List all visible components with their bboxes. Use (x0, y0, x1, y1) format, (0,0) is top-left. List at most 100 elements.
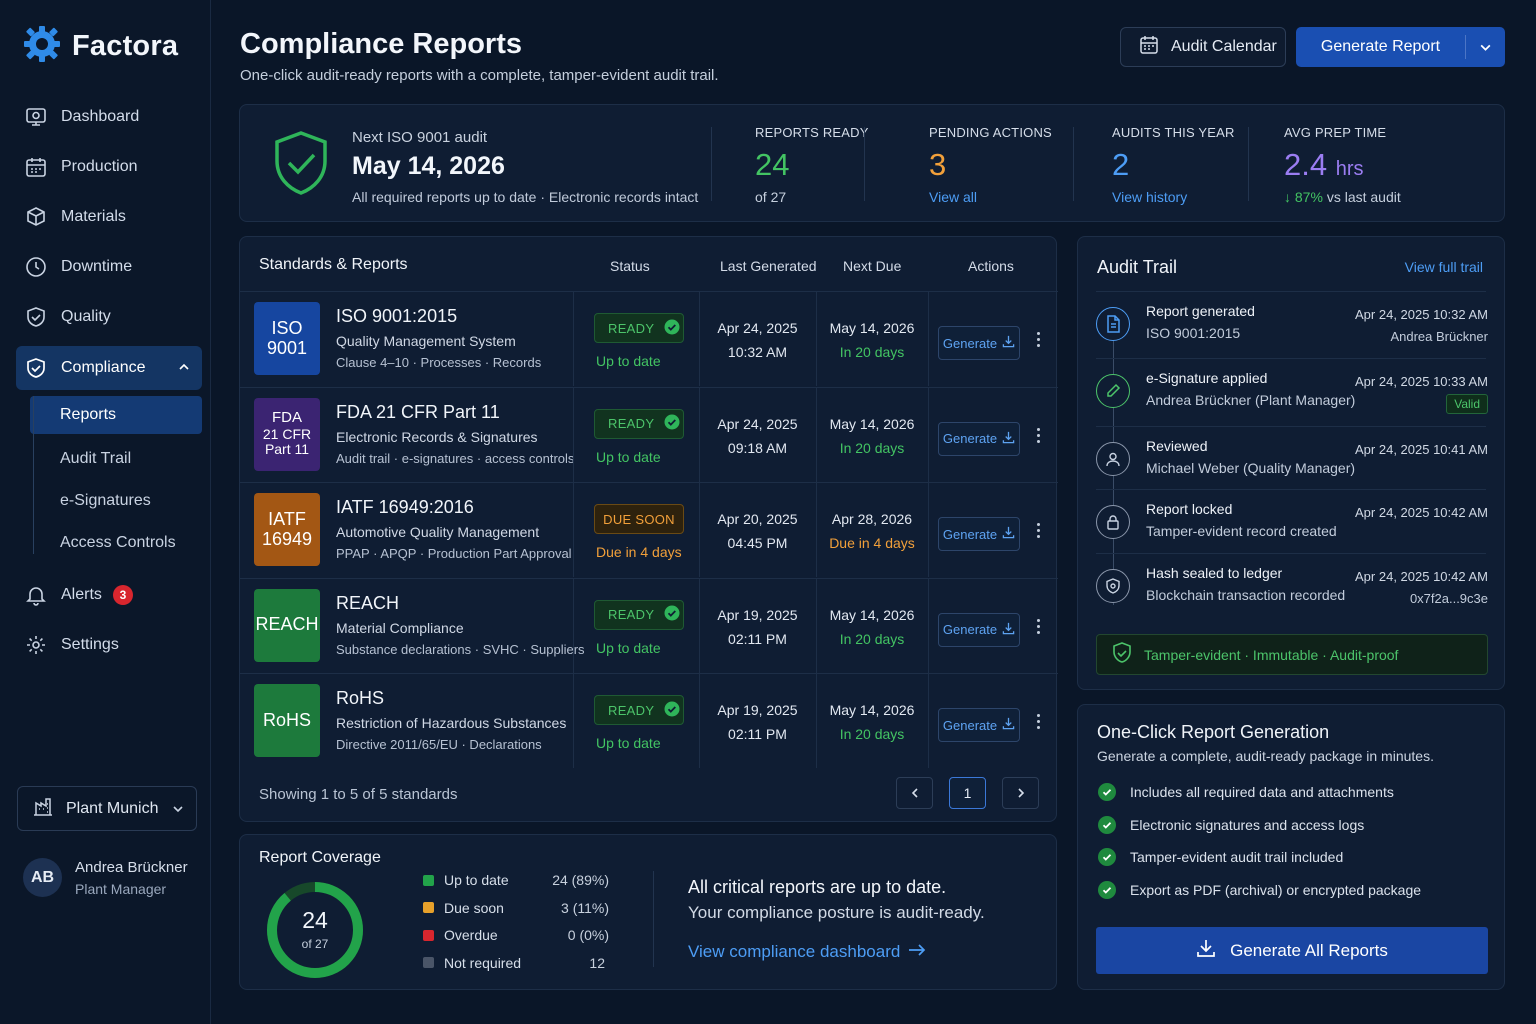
nav-label: Dashboard (61, 108, 140, 125)
table-row[interactable]: IATF 16949 IATF 16949:2016 Automotive Qua… (240, 482, 1058, 577)
next-audit-label: Next ISO 9001 audit (352, 129, 488, 146)
status-label: READY (608, 607, 655, 622)
generate-report-button[interactable]: Generate Report (1296, 27, 1505, 67)
legend-label: Overdue (444, 927, 498, 943)
column-divider (573, 578, 574, 673)
check-circle-icon (1098, 783, 1116, 801)
standards-table: Standards & Reports Status Last Generate… (239, 236, 1058, 822)
generate-all-reports-button[interactable]: Generate All Reports (1096, 927, 1488, 974)
audit-calendar-label: Audit Calendar (1171, 38, 1277, 55)
legend-swatch (423, 874, 434, 886)
audit-detail: Blockchain transaction recorded (1146, 587, 1346, 603)
audit-calendar-button[interactable]: Audit Calendar (1120, 27, 1286, 67)
standard-description: Automotive Quality Management (336, 524, 540, 540)
standard-name[interactable]: ISO 9001:2015 (336, 306, 458, 326)
legend-value: 24 (89%) (552, 872, 609, 888)
divider (1096, 553, 1486, 554)
audit-detail: Andrea Brückner (Plant Manager) (1146, 392, 1356, 408)
divider (711, 127, 712, 201)
page-number-button[interactable]: 1 (949, 777, 986, 809)
status-badge: READY (594, 313, 684, 343)
chevron-up-icon[interactable] (178, 360, 190, 378)
page-title: Compliance Reports (240, 28, 522, 60)
kpi-value: 3 (929, 147, 947, 182)
table-row[interactable]: FDA 21 CFR Part 11 FDA 21 CFR Part 11 Elec… (240, 386, 1058, 482)
status-label: READY (608, 320, 655, 336)
divider (1096, 426, 1486, 427)
audit-trail-item[interactable]: Hash sealed to ledger Blockchain transac… (1078, 563, 1506, 629)
user-role: Plant Manager (75, 880, 167, 897)
nav-production[interactable]: Production (16, 142, 202, 192)
audit-trail-item[interactable]: e-Signature applied Andrea Brückner (Pla… (1078, 368, 1506, 434)
nav-downtime[interactable]: Downtime (16, 242, 202, 292)
column-divider (573, 292, 574, 386)
status-label: DUE SOON (603, 511, 675, 527)
more-options-icon[interactable] (1032, 523, 1044, 543)
generate-button[interactable]: Generate (938, 326, 1020, 360)
next-due-note: In 20 days (839, 439, 905, 456)
standard-name[interactable]: REACH (336, 592, 400, 613)
subnav-audit-trail[interactable]: Audit Trail (60, 450, 132, 467)
generate-button[interactable]: Generate (938, 708, 1020, 742)
divider (1073, 127, 1074, 201)
column-header-status: Status (610, 258, 650, 274)
view-all-link[interactable]: View all (929, 189, 977, 205)
column-divider (928, 292, 929, 386)
nav-compliance[interactable]: Compliance (16, 346, 202, 390)
plant-selector[interactable]: Plant Munich (17, 786, 197, 831)
more-options-icon[interactable] (1032, 618, 1044, 639)
view-history-link[interactable]: View history (1112, 189, 1188, 205)
chevron-down-icon[interactable] (1466, 41, 1505, 54)
app-logo[interactable]: Factora (22, 24, 178, 69)
nav-materials[interactable]: Materials (16, 192, 202, 242)
status-note: Up to date (596, 448, 661, 465)
nav-dashboard[interactable]: Dashboard (16, 92, 202, 142)
nav-quality[interactable]: Quality (16, 292, 202, 342)
download-icon (1002, 526, 1015, 542)
next-due-note: In 20 days (839, 344, 905, 360)
table-row[interactable]: REACH REACH Material Compliance Substanc… (240, 577, 1058, 673)
nav-settings[interactable]: Settings (16, 620, 202, 670)
generate-button[interactable]: Generate (938, 517, 1020, 551)
monitor-icon (24, 105, 48, 129)
one-click-generation-card: One-Click Report Generation Generate a c… (1077, 704, 1505, 990)
view-full-trail-link[interactable]: View full trail (1404, 259, 1483, 275)
column-divider (816, 578, 817, 673)
table-row[interactable]: RoHS RoHS Restriction of Hazardous Subst… (240, 673, 1058, 768)
compliance-dashboard-link[interactable]: View compliance dashboard (688, 942, 926, 962)
more-options-icon[interactable] (1032, 714, 1044, 734)
standard-name[interactable]: IATF 16949:2016 (336, 497, 474, 517)
subnav-reports[interactable]: Reports (30, 396, 202, 434)
divider (653, 871, 654, 967)
prev-page-button[interactable] (896, 777, 933, 809)
coverage-title: Report Coverage (259, 849, 381, 866)
more-options-icon[interactable] (1032, 427, 1044, 448)
more-options-icon[interactable] (1032, 332, 1044, 352)
next-due-date: May 14, 2026 (829, 702, 915, 718)
standard-description: Restriction of Hazardous Substances (336, 715, 567, 731)
audit-timestamp: Apr 24, 2025 10:33 AM (1355, 374, 1488, 389)
table-row[interactable]: ISO 9001 ISO 9001:2015 Quality Management… (240, 291, 1058, 386)
standard-name[interactable]: RoHS (336, 688, 385, 708)
shield-check-icon (24, 356, 48, 380)
user-profile[interactable]: AB Andrea Brückner Plant Manager (23, 858, 188, 897)
nav-alerts[interactable]: Alerts 3 (16, 570, 202, 620)
subnav-access-controls[interactable]: Access Controls (60, 534, 176, 551)
audit-trail-item[interactable]: Report locked Tamper-evident record crea… (1078, 499, 1506, 565)
download-icon (1002, 431, 1015, 447)
check-circle-icon (1098, 880, 1116, 899)
standard-name[interactable]: FDA 21 CFR Part 11 (336, 401, 500, 422)
subnav-esignatures[interactable]: e-Signatures (60, 492, 151, 509)
divider (1096, 358, 1486, 359)
audit-trail-item[interactable]: Report generated ISO 9001:2015 Apr 24, 2… (1078, 301, 1506, 367)
generate-button[interactable]: Generate (938, 612, 1020, 647)
feature-label: Tamper-evident audit trail included (1130, 849, 1344, 865)
generate-button[interactable]: Generate (938, 421, 1020, 456)
check-circle-icon (664, 605, 680, 624)
divider (1096, 291, 1486, 292)
audit-trail-item[interactable]: Reviewed Michael Weber (Quality Manager)… (1078, 436, 1506, 502)
legend-value: 12 (589, 954, 605, 971)
legend-item: Due soon (423, 900, 504, 916)
tamper-evident-text: Tamper-evident · Immutable · Audit-proof (1144, 646, 1399, 663)
next-page-button[interactable] (1002, 777, 1039, 809)
